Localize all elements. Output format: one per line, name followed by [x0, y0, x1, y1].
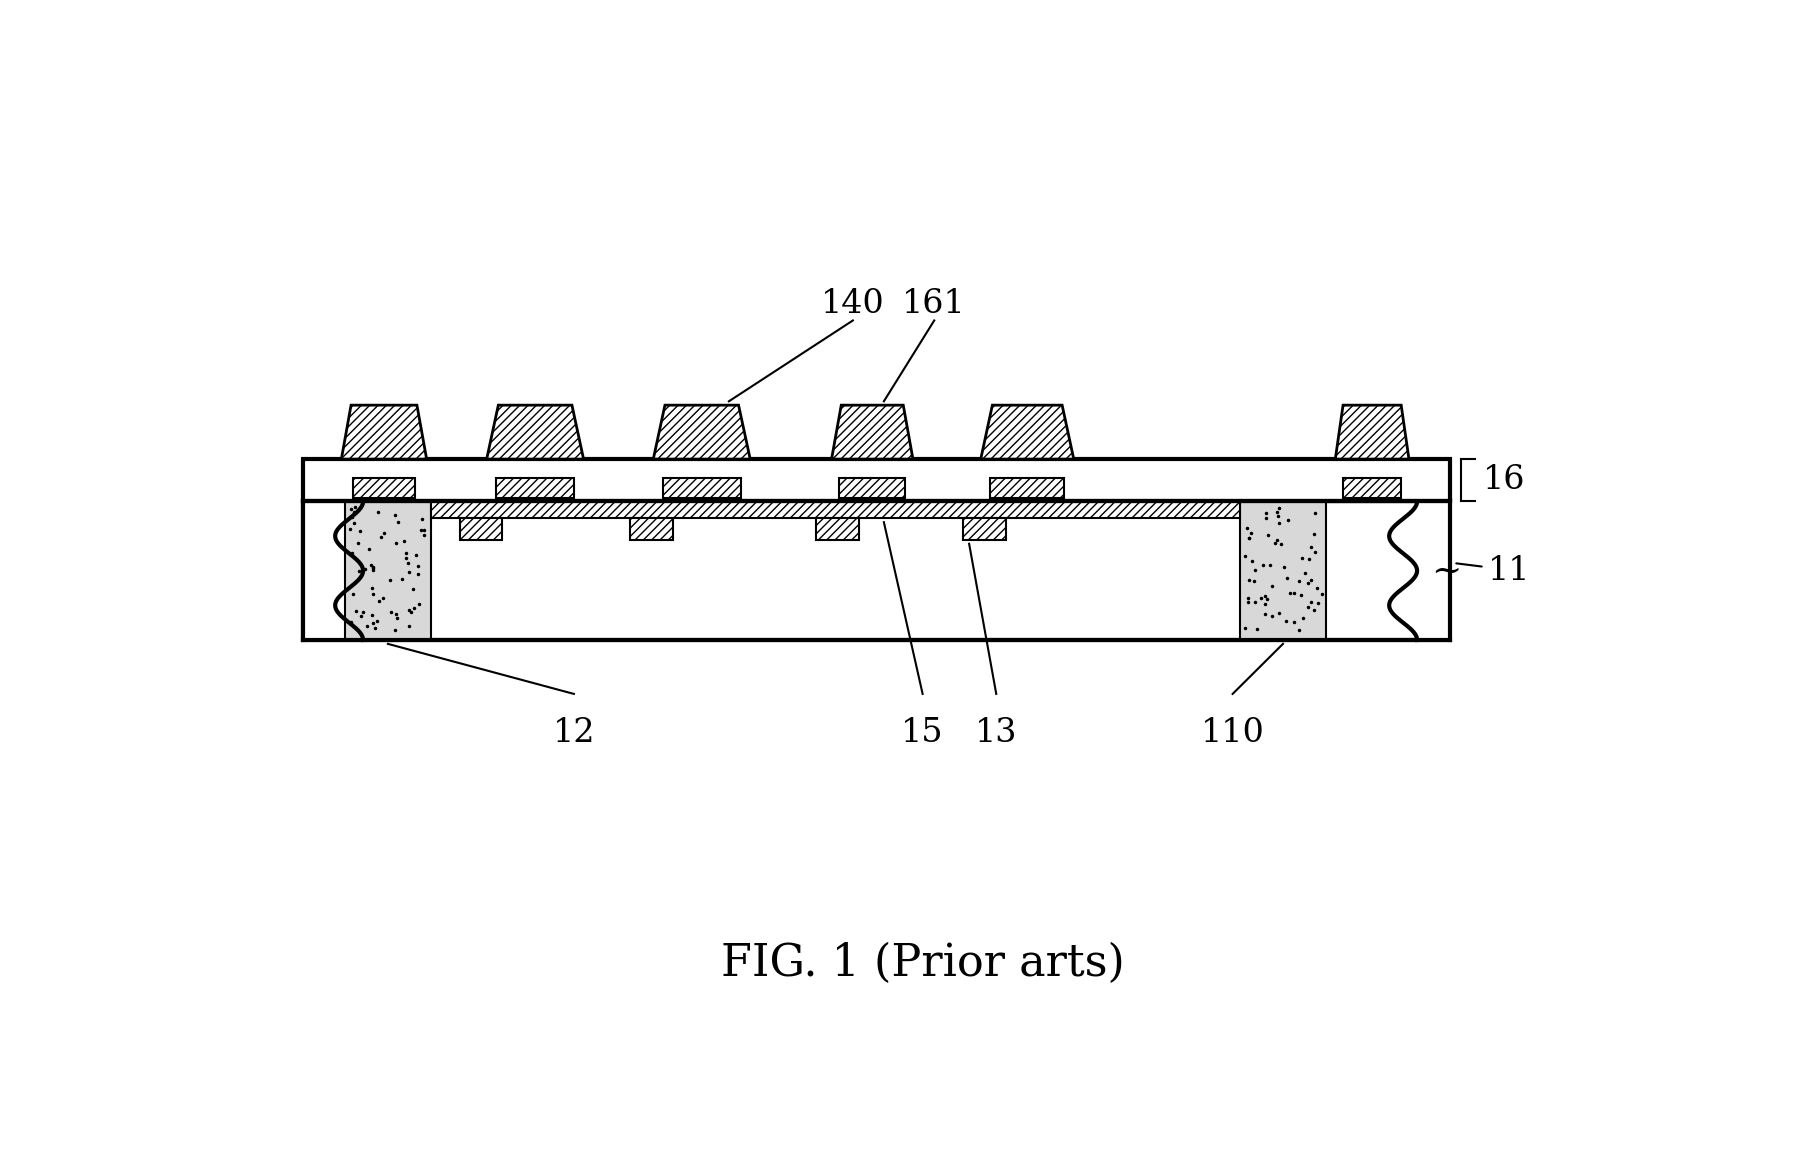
Bar — [1241, 502, 1326, 639]
Polygon shape — [1335, 406, 1408, 459]
Bar — [303, 459, 1450, 502]
Bar — [346, 502, 430, 639]
Text: 16: 16 — [1482, 464, 1525, 496]
Polygon shape — [832, 406, 913, 459]
Polygon shape — [982, 406, 1073, 459]
Text: 11: 11 — [1488, 555, 1531, 587]
Bar — [839, 478, 906, 498]
Bar — [430, 502, 1241, 518]
Polygon shape — [486, 406, 584, 459]
Text: FIG. 1 (Prior arts): FIG. 1 (Prior arts) — [720, 942, 1124, 985]
Polygon shape — [342, 406, 427, 459]
Bar — [459, 518, 502, 540]
Text: 110: 110 — [1201, 717, 1264, 749]
Bar — [303, 502, 1450, 639]
Text: 15: 15 — [900, 717, 944, 749]
Bar — [630, 518, 674, 540]
Bar — [1344, 478, 1401, 498]
Text: 140: 140 — [821, 289, 884, 320]
Text: 161: 161 — [902, 289, 965, 320]
Bar — [663, 478, 740, 498]
Text: 13: 13 — [974, 717, 1018, 749]
Bar — [353, 478, 414, 498]
Bar — [816, 518, 859, 540]
Bar — [964, 518, 1007, 540]
Text: ~: ~ — [1430, 554, 1461, 588]
Polygon shape — [654, 406, 751, 459]
Text: 12: 12 — [553, 717, 594, 749]
Bar — [991, 478, 1064, 498]
Bar — [497, 478, 575, 498]
